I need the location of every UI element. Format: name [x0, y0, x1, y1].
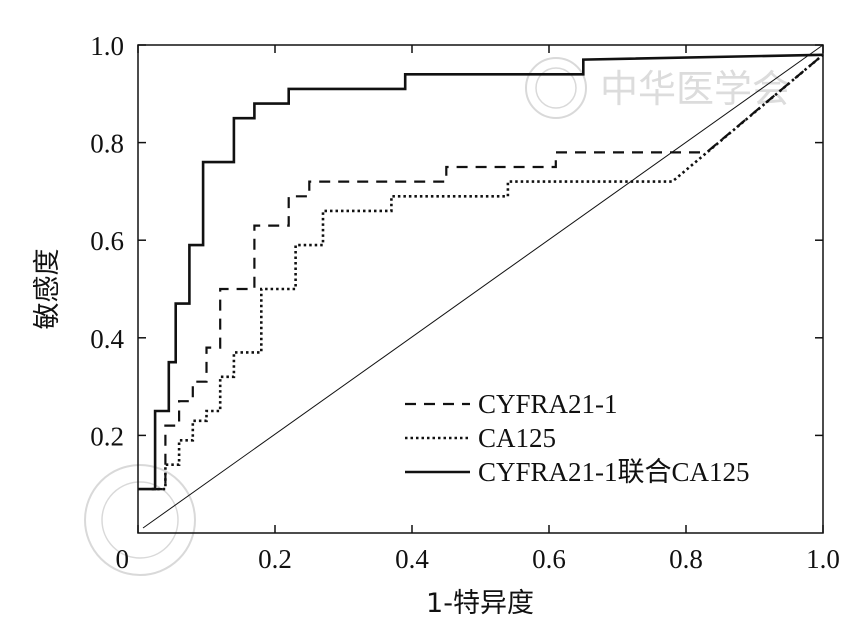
y-tick-label: 0.6 — [90, 226, 124, 256]
y-tick-label: 1.0 — [90, 31, 124, 61]
y-tick-label: 0.8 — [90, 129, 124, 159]
x-tick-label: 0.6 — [532, 544, 566, 574]
x-tick-label: 0.2 — [258, 544, 292, 574]
reference-diagonal — [142, 44, 824, 529]
legend-item: CYFRA21-1联合CA125 — [405, 457, 750, 487]
x-tick-label: 1.0 — [806, 544, 840, 574]
plot-frame — [137, 44, 824, 534]
legend-item: CA125 — [405, 423, 556, 453]
y-tick-label: 0.4 — [90, 324, 124, 354]
x-tick-labels: 0 0.2 0.4 0.6 0.8 1.0 — [116, 544, 840, 574]
legend-label: CYFRA21-1联合CA125 — [478, 457, 750, 487]
y-tick-labels: 0.2 0.4 0.6 0.8 1.0 — [90, 31, 124, 451]
legend: CYFRA21-1 CA125 CYFRA21-1联合CA125 — [405, 389, 750, 487]
y-tick-label: 0.2 — [90, 421, 124, 451]
x-tick-label: 0.4 — [395, 544, 429, 574]
series-line-solid — [138, 53, 824, 491]
x-axis-title: 1-特异度 — [426, 588, 534, 619]
series-lines — [138, 53, 824, 491]
legend-label: CA125 — [478, 423, 556, 453]
series-line-dashed — [151, 53, 824, 491]
x-tick-label: 0 — [116, 544, 130, 574]
x-tick-label: 0.8 — [669, 544, 703, 574]
watermark-text: 中华医学会 — [600, 67, 790, 111]
y-axis-title: 敏感度 — [32, 249, 63, 330]
watermark-seal-bottom-left — [84, 464, 196, 576]
watermark-top-right: 中华医学会 — [525, 57, 790, 119]
legend-item: CYFRA21-1 — [405, 389, 618, 419]
axis-ticks — [137, 44, 824, 533]
legend-label: CYFRA21-1 — [478, 389, 618, 419]
